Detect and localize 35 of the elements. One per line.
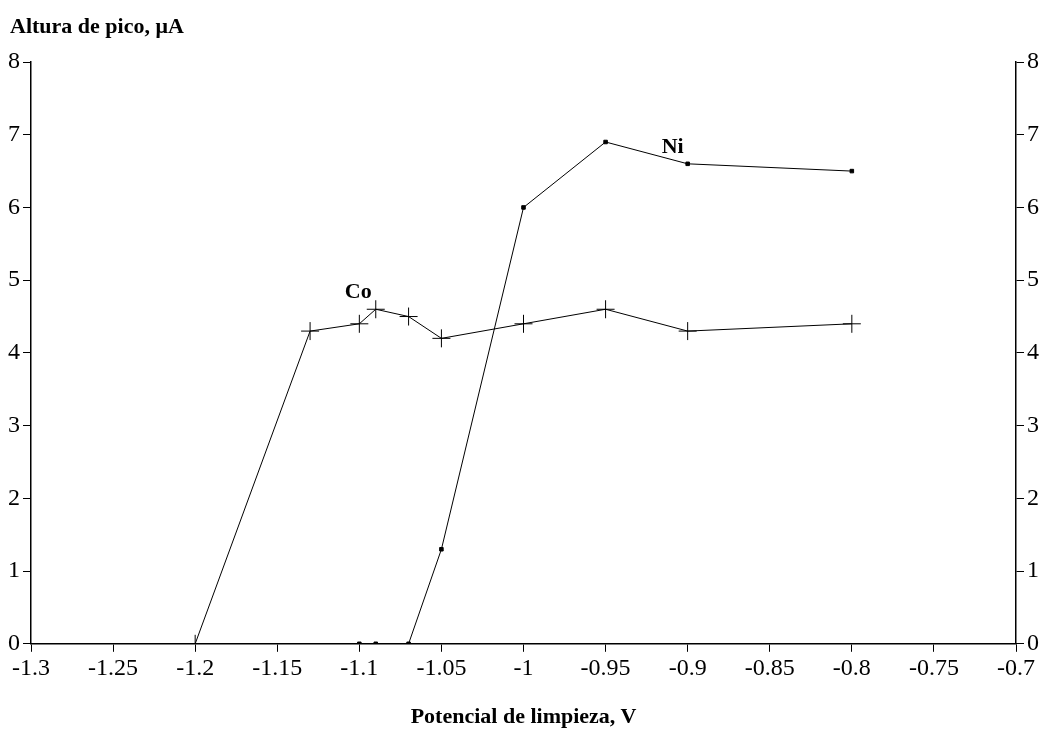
y-tick-label: 8 (8, 47, 20, 74)
y-tick-label: 6 (8, 192, 20, 219)
annotation: Co (344, 277, 372, 303)
x-tick-label: -0.75 (908, 654, 959, 681)
x-tick-label: -1.2 (176, 654, 215, 681)
y-axis-title: Altura de pico, μA (10, 12, 184, 38)
annotation: Ni (661, 132, 684, 158)
y-tick-label: 7 (8, 120, 20, 147)
x-tick-label: -0.9 (668, 654, 707, 681)
x-tick-label: -0.7 (997, 654, 1035, 681)
y2-tick-label: 2 (1027, 483, 1039, 510)
x-tick-label: -0.95 (580, 654, 631, 681)
y2-tick-label: 1 (1027, 556, 1039, 583)
y-tick-label: 2 (8, 483, 20, 510)
y2-tick-label: 5 (1027, 265, 1039, 292)
x-axis-title: Potencial de limpieza, V (410, 703, 637, 729)
x-tick-label: -1.1 (340, 654, 379, 681)
y-tick-label: 1 (8, 556, 20, 583)
x-tick-label: -1.25 (88, 654, 139, 681)
x-tick-label: -0.8 (832, 654, 871, 681)
y-tick-label: 5 (8, 265, 20, 292)
x-tick-label: -1.3 (12, 654, 50, 681)
y2-tick-label: 3 (1027, 410, 1039, 437)
y2-tick-label: 7 (1027, 120, 1039, 147)
y-tick-label: 4 (8, 338, 20, 365)
y2-tick-label: 8 (1027, 47, 1039, 74)
x-tick-label: -1.05 (416, 654, 467, 681)
x-tick-label: -1 (513, 654, 534, 681)
x-tick-label: -0.85 (744, 654, 795, 681)
y2-tick-label: 6 (1027, 192, 1039, 219)
y2-tick-label: 0 (1027, 629, 1039, 656)
y-tick-label: 0 (8, 629, 20, 656)
x-tick-label: -1.15 (252, 654, 303, 681)
y2-tick-label: 4 (1027, 338, 1039, 365)
y-tick-label: 3 (8, 410, 20, 437)
